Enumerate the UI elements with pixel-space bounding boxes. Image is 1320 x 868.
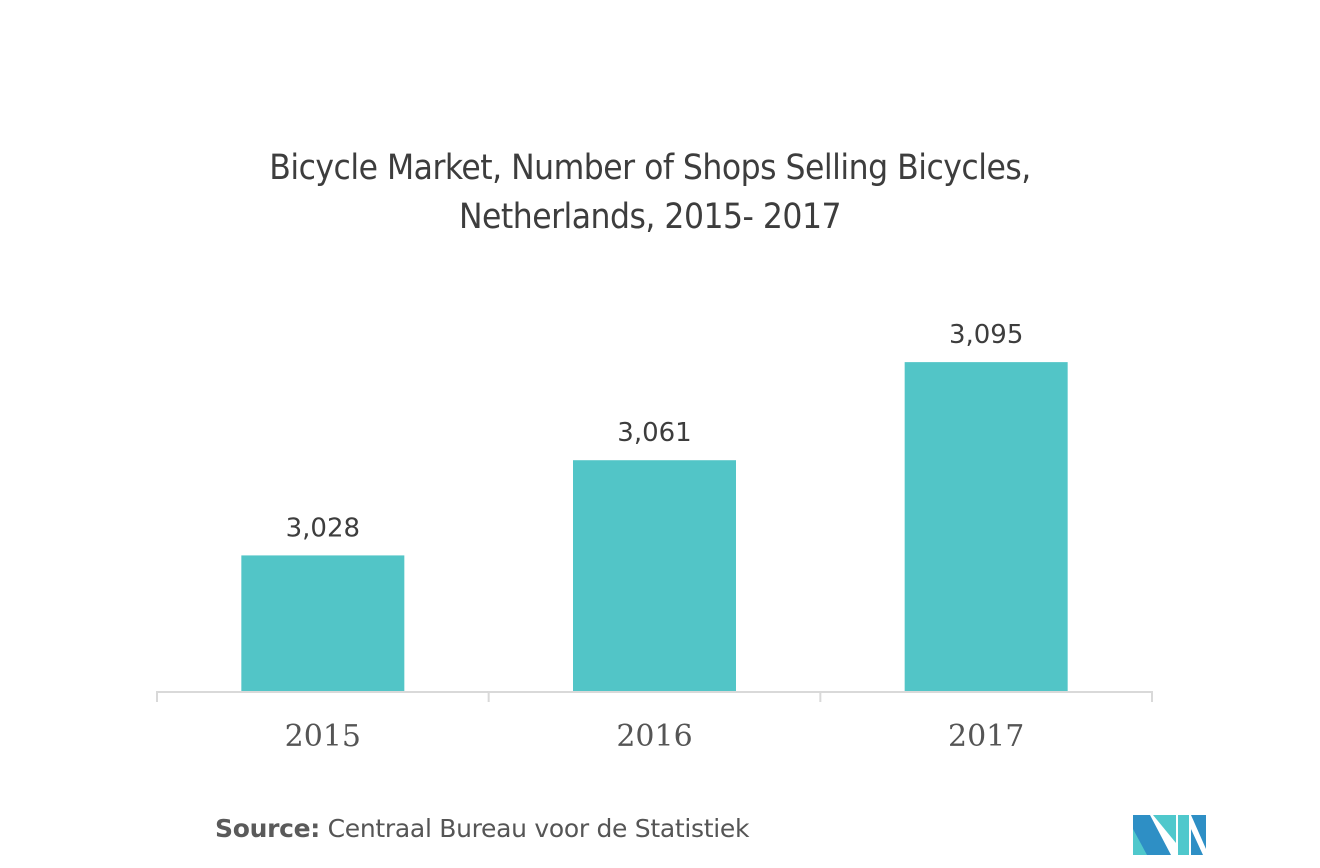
x-tick-label-2016: 2016 bbox=[616, 719, 692, 754]
chart-title: Bicycle Market, Number of Shops Selling … bbox=[269, 148, 1031, 188]
bar-2015 bbox=[241, 555, 405, 691]
mordor-intelligence-logo-icon bbox=[1133, 815, 1206, 855]
data-label-2015: 3,028 bbox=[286, 513, 360, 543]
bar-2016 bbox=[573, 460, 736, 691]
bar-2017 bbox=[904, 362, 1068, 691]
chart-subtitle: Netherlands, 2015- 2017 bbox=[458, 197, 842, 237]
x-tick-label-2015: 2015 bbox=[285, 719, 361, 754]
source-label: Source: bbox=[215, 814, 320, 843]
data-label-2016: 3,061 bbox=[617, 418, 691, 448]
x-tick-label-2017: 2017 bbox=[948, 719, 1024, 754]
data-label-2017: 3,095 bbox=[949, 320, 1023, 350]
source-text: Centraal Bureau voor de Statistiek bbox=[327, 814, 750, 843]
source-note: Source: Centraal Bureau voor de Statisti… bbox=[215, 814, 749, 843]
